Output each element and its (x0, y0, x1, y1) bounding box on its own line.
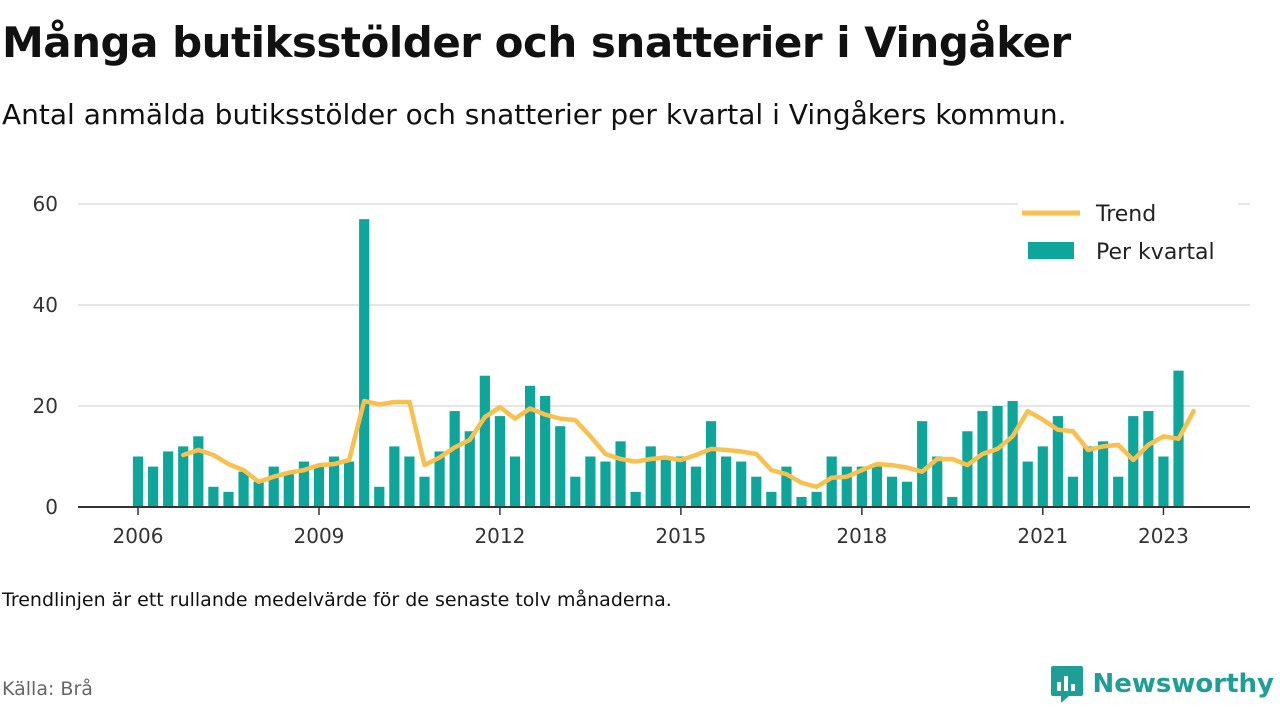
x-tick-label: 2018 (836, 524, 887, 548)
bar (449, 411, 460, 507)
y-axis-ticks: 0 20 40 60 (33, 192, 58, 519)
trend-footnote: Trendlinjen är ett rullande medelvärde f… (2, 589, 672, 611)
bar (901, 481, 913, 507)
bar (555, 426, 566, 507)
bar (856, 466, 867, 507)
bar (419, 476, 430, 507)
legend-bar-swatch (1028, 242, 1074, 259)
bar (283, 471, 294, 507)
bar (178, 446, 189, 507)
chart-subtitle: Antal anmälda butiksstölder och snatteri… (2, 98, 1067, 131)
bar (298, 461, 309, 507)
x-tick-label: 2009 (294, 524, 345, 548)
bar (147, 466, 159, 507)
bar (1143, 411, 1154, 507)
x-tick-label: 2021 (1017, 524, 1068, 548)
bar (585, 456, 596, 507)
bar (1113, 476, 1124, 507)
bar (992, 406, 1003, 507)
bar (524, 385, 536, 507)
bar-line-chart: 0 20 40 60 2006 2009 2012 2015 2018 2021 2023 Tre… (33, 192, 1250, 548)
bar (675, 456, 686, 507)
bar (344, 461, 355, 507)
bar (796, 496, 807, 507)
bar (464, 431, 475, 507)
bar (494, 416, 506, 507)
bar (570, 476, 581, 507)
legend-trend-label: Trend (1095, 202, 1156, 227)
bar (268, 466, 279, 507)
bar (660, 456, 671, 507)
bar (811, 491, 822, 507)
bar (630, 491, 641, 507)
bar (1067, 476, 1079, 507)
y-tick-label: 40 (33, 293, 58, 317)
bar (736, 461, 747, 507)
bar (479, 375, 490, 507)
bar (238, 471, 249, 507)
bar (615, 441, 626, 507)
legend-bar-label: Per kvartal (1096, 240, 1215, 265)
bar (208, 486, 219, 507)
bar (947, 496, 958, 507)
bar (962, 431, 973, 507)
bar (977, 411, 988, 507)
bar (313, 466, 325, 507)
bar (751, 476, 762, 507)
x-tick-label: 2006 (113, 524, 164, 548)
bar (600, 461, 611, 507)
bar (932, 456, 943, 507)
bar (841, 466, 852, 507)
bar (705, 421, 717, 507)
bar (132, 456, 144, 507)
brand-name: Newsworthy (1092, 669, 1274, 699)
chart-title: Många butiksstölder och snatterier i Vin… (2, 18, 1071, 67)
bar (404, 456, 415, 507)
bar (1098, 441, 1109, 507)
bar (328, 456, 340, 507)
bar (645, 446, 656, 507)
bar (886, 476, 898, 507)
bar (1082, 446, 1094, 507)
y-tick-label: 0 (45, 495, 58, 519)
bar (434, 451, 445, 507)
source-label: Källa: Brå (2, 678, 93, 700)
newsworthy-logo-icon (1050, 666, 1083, 703)
bar (917, 421, 928, 507)
bar (359, 219, 370, 507)
bar (509, 456, 521, 507)
bar (1052, 416, 1063, 507)
bar (690, 466, 702, 507)
bar (163, 451, 174, 507)
bar (1158, 456, 1169, 507)
y-tick-label: 60 (33, 192, 58, 216)
bar (766, 491, 777, 507)
x-tick-label: 2015 (655, 524, 706, 548)
bar (826, 456, 837, 507)
legend: Trend Per kvartal (1018, 198, 1238, 276)
bar (253, 481, 264, 507)
bar (389, 446, 400, 507)
bar (540, 395, 551, 507)
bar (374, 486, 385, 507)
bar (871, 466, 883, 507)
x-tick-label: 2012 (474, 524, 525, 548)
x-axis-ticks: 2006 2009 2012 2015 2018 2021 2023 (113, 507, 1189, 548)
brand-logo: Newsworthy (1049, 664, 1274, 704)
bar (1037, 446, 1048, 507)
y-tick-label: 20 (33, 394, 58, 418)
bar (223, 491, 234, 507)
bar (781, 466, 792, 507)
bar (1007, 400, 1018, 507)
bar (1022, 461, 1033, 507)
x-tick-label: 2023 (1138, 524, 1189, 548)
trend-line (180, 398, 1196, 490)
bar (721, 456, 732, 507)
bar (193, 436, 204, 507)
